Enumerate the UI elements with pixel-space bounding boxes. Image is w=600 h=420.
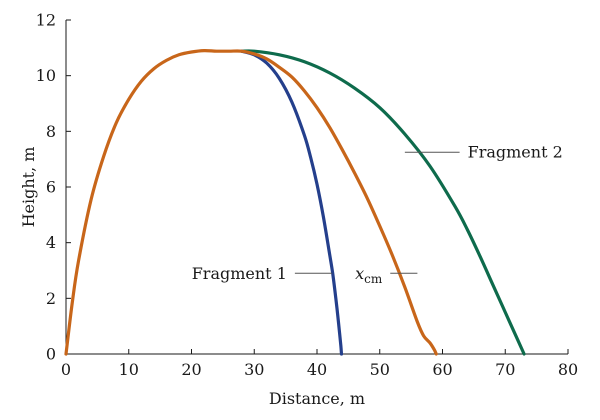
- y-tick-label: 6: [46, 178, 56, 197]
- y-tick-label: 8: [46, 122, 56, 141]
- x-tick-label: 60: [432, 360, 452, 379]
- x-tick-label: 80: [558, 360, 578, 379]
- y-tick-label: 4: [46, 233, 56, 252]
- x-tick-label: 0: [61, 360, 71, 379]
- x-tick-label: 20: [181, 360, 201, 379]
- series-layer: [64, 48, 526, 356]
- x-tick-label: 30: [244, 360, 264, 379]
- series-line-fragment-1: [240, 49, 344, 356]
- y-tick-label: 10: [36, 66, 56, 85]
- y-tick-label: 0: [46, 345, 56, 364]
- x-tick-label: 70: [495, 360, 515, 379]
- y-tick-label: 12: [36, 11, 56, 30]
- y-axis-title: Height, m: [19, 147, 38, 228]
- x-tick-label: 50: [370, 360, 390, 379]
- annotation-label-fragment-1: Fragment 1: [192, 264, 287, 283]
- annotation-label-x-cm: xcm: [355, 264, 383, 286]
- series-line-x-cm: [64, 48, 438, 356]
- series-line-fragment-2: [240, 49, 526, 356]
- y-axis-ticks: 0 2 4 6 8 10 12: [36, 11, 71, 364]
- y-tick-label: 2: [46, 289, 56, 308]
- x-axis-title: Distance, m: [269, 389, 365, 408]
- annotations-layer: Fragment 2 Fragment 1 xcm: [192, 143, 563, 286]
- x-tick-label: 40: [307, 360, 327, 379]
- x-axis-ticks: 0 10 20 30 40 50 60 70 80: [61, 349, 578, 379]
- annotation-label-fragment-2: Fragment 2: [468, 143, 563, 162]
- x-tick-label: 10: [119, 360, 139, 379]
